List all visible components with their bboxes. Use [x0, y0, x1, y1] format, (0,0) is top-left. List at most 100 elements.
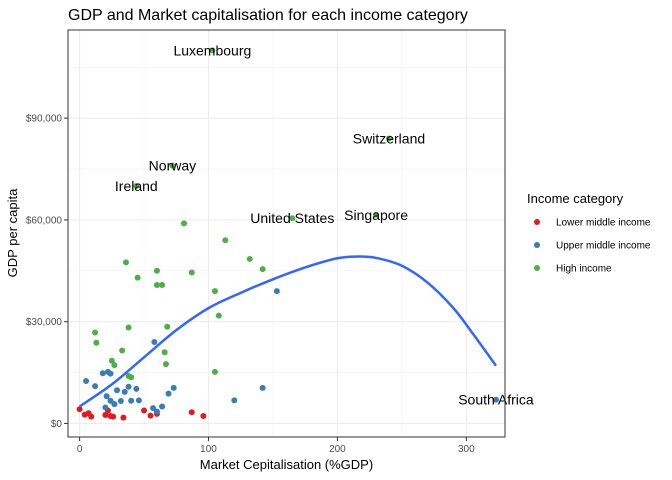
y-tick-label: $90,000	[26, 114, 63, 125]
y-tick-label: $60,000	[26, 215, 63, 226]
x-tick-label: 100	[200, 444, 217, 455]
data-point	[169, 162, 176, 169]
point-annotation: Ireland	[115, 178, 158, 194]
data-point	[133, 385, 140, 392]
y-axis-ticks: $0 $30,000 $60,000 $90,000	[26, 114, 68, 430]
data-point	[492, 396, 499, 403]
point-annotation: Luxembourg	[173, 42, 251, 58]
data-point	[120, 414, 127, 421]
data-point	[200, 412, 207, 419]
x-tick-label: 300	[458, 444, 475, 455]
x-tick-label: 200	[329, 444, 346, 455]
data-point	[162, 361, 169, 368]
data-point	[153, 408, 160, 415]
data-point	[107, 397, 114, 404]
data-point	[93, 339, 100, 346]
data-point	[259, 266, 266, 273]
legend-label: High income	[556, 264, 612, 275]
data-point	[108, 357, 115, 364]
data-point	[83, 378, 90, 385]
data-point	[102, 404, 109, 411]
data-point	[209, 47, 216, 54]
data-point	[128, 374, 135, 381]
data-point	[211, 368, 218, 375]
plot-panel: Luxembourg Switzerland Norway Ireland United…	[67, 29, 534, 438]
data-point	[111, 362, 118, 369]
data-point	[215, 312, 222, 319]
data-point	[181, 220, 188, 227]
point-annotation: Switzerland	[353, 131, 425, 147]
data-point	[141, 407, 148, 414]
legend-key	[534, 265, 540, 271]
chart-title: GDP and Market capitalisation for each i…	[68, 7, 468, 24]
data-point	[133, 183, 140, 190]
data-point	[151, 339, 158, 346]
legend-label: Upper middle income	[556, 241, 651, 252]
data-point	[211, 288, 218, 295]
point-annotations: Luxembourg Switzerland Norway Ireland United…	[115, 42, 534, 407]
data-point	[159, 403, 166, 410]
data-point	[188, 409, 195, 416]
legend-key	[534, 242, 540, 248]
data-point	[92, 329, 99, 336]
legend-key	[534, 219, 540, 225]
point-annotation: Singapore	[344, 207, 408, 223]
data-point	[259, 384, 266, 391]
point-annotation: United States	[250, 210, 334, 226]
data-point	[161, 349, 168, 356]
data-point	[134, 274, 141, 281]
data-point	[99, 370, 106, 377]
smooth-trend-line	[78, 255, 497, 408]
data-points	[76, 47, 499, 421]
y-tick-label: $0	[51, 419, 63, 430]
data-point	[117, 398, 124, 405]
data-point	[103, 393, 110, 400]
data-point	[231, 397, 238, 404]
data-point	[165, 390, 172, 397]
x-axis-title: Market Cepitalisation (%GDP)	[200, 457, 373, 472]
data-point	[76, 406, 83, 413]
data-point	[373, 211, 380, 218]
legend-title: Income category	[527, 191, 624, 206]
data-point	[123, 259, 130, 266]
data-point	[289, 215, 296, 222]
data-point	[119, 347, 126, 354]
minor-gridlines	[68, 30, 505, 437]
data-point	[121, 388, 128, 395]
data-point	[125, 383, 132, 390]
legend-items: Lower middle income Upper middle income Hi…	[534, 218, 651, 275]
data-point	[385, 135, 392, 142]
legend: Income category Lower middle income Upper…	[527, 191, 651, 275]
data-point	[188, 269, 195, 276]
x-tick-label: 0	[77, 444, 83, 455]
panel-background	[68, 30, 505, 437]
data-point	[150, 405, 157, 412]
y-tick-label: $30,000	[26, 317, 63, 328]
data-point	[170, 384, 177, 391]
data-point	[164, 323, 171, 330]
legend-label: Lower middle income	[556, 218, 651, 229]
data-point	[273, 288, 280, 295]
data-point	[153, 267, 160, 274]
data-point	[92, 383, 99, 390]
data-point	[153, 282, 160, 289]
data-point	[88, 413, 95, 420]
point-annotation: South Africa	[458, 392, 534, 408]
y-axis-title: GDP per capita	[5, 188, 20, 277]
point-annotation: Norway	[149, 158, 196, 174]
data-point	[111, 401, 118, 408]
major-gridlines	[68, 30, 505, 437]
data-point	[102, 411, 109, 418]
data-point	[125, 324, 132, 331]
data-point	[246, 255, 253, 262]
data-point	[135, 397, 142, 404]
data-point	[113, 387, 120, 394]
data-point	[147, 412, 154, 419]
data-point	[107, 370, 114, 377]
data-point	[128, 397, 135, 404]
data-point	[110, 413, 117, 420]
data-point	[222, 237, 229, 244]
panel-border	[67, 29, 506, 438]
data-point	[159, 282, 166, 289]
